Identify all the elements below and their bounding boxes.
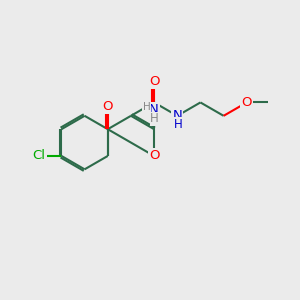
Text: O: O [149,74,159,88]
Text: O: O [103,100,113,113]
Text: H: H [143,102,151,112]
Text: N: N [172,109,182,122]
Text: O: O [242,96,252,109]
Text: H: H [173,118,182,130]
Text: O: O [149,149,159,162]
Text: Cl: Cl [33,149,46,162]
Text: N: N [149,103,159,116]
Text: H: H [150,112,159,125]
